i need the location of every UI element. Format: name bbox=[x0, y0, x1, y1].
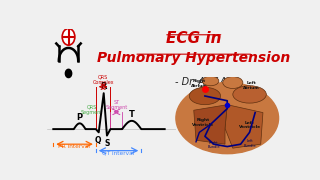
FancyBboxPatch shape bbox=[37, 20, 291, 162]
Text: ECG in: ECG in bbox=[166, 31, 221, 46]
Text: Pulmonary Hypertension: Pulmonary Hypertension bbox=[97, 51, 290, 65]
Text: - Dr. Akif A.B: - Dr. Akif A.B bbox=[175, 77, 237, 87]
